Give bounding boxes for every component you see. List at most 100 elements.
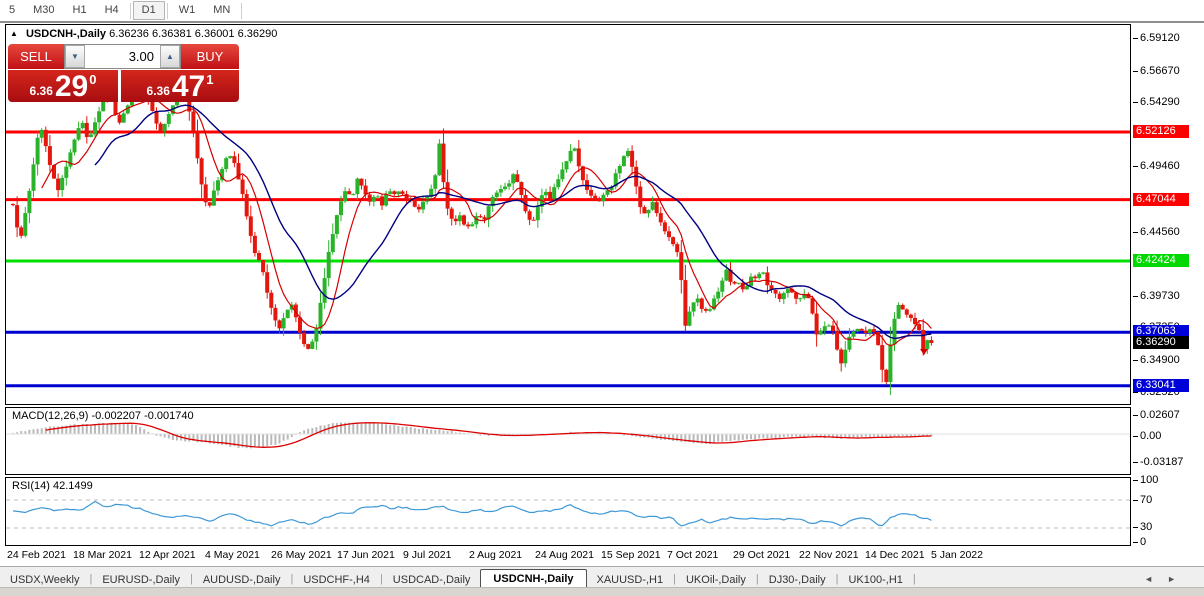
tab-separator: | [189, 573, 193, 585]
date-tick: 7 Oct 2021 [667, 549, 719, 561]
timeframe-H1[interactable]: H1 [72, 4, 87, 16]
ohlc-open: 6.36236 [109, 28, 149, 40]
macd-pane[interactable]: MACD(12,26,9) -0.002207 -0.001740 [5, 407, 1131, 475]
price-badge-6.42424: 6.42424 [1133, 254, 1189, 268]
sell-arrow-marker [920, 349, 928, 355]
indicator-axis-tick: 0 [1132, 536, 1147, 548]
indicator-axis-tick: 70 [1132, 494, 1153, 506]
buy-price-prefix: 6.36 [146, 84, 170, 98]
date-tick: 14 Dec 2021 [865, 549, 925, 561]
date-tick: 9 Jul 2021 [403, 549, 452, 561]
indicator-axis-tick: 30 [1132, 521, 1153, 533]
timeframe-W1[interactable]: W1 [178, 4, 196, 16]
price-badge-6.36290: 6.36290 [1133, 335, 1189, 349]
tab-separator: | [673, 573, 676, 585]
indicator-axis-tick: 100 [1132, 474, 1159, 486]
buy-price-big: 47 [171, 70, 206, 103]
date-tick: 2 Aug 2021 [469, 549, 523, 561]
price-tick: 6.49460 [1133, 160, 1180, 173]
date-tick: 15 Sep 2021 [601, 549, 661, 561]
price-badge-6.33041: 6.33041 [1133, 378, 1189, 392]
rsi-label: RSI(14) 42.1499 [12, 480, 93, 492]
chart-tab-ukoil-daily[interactable]: UKOil-,Daily [685, 574, 746, 586]
tab-separator: | [912, 573, 916, 585]
buy-button[interactable]: BUY [181, 44, 239, 69]
chart-tab-bar: USDX,Weekly | EURUSD-,Daily | AUDUSD-,Daily |… [0, 566, 1204, 588]
ma-slow-line [94, 104, 932, 340]
price-tick: 6.34900 [1133, 354, 1180, 367]
date-tick: 12 Apr 2021 [139, 549, 196, 561]
chart-title: ▲ USDCNH-,Daily 6.36236 6.36381 6.36001 … [10, 28, 277, 40]
chart-tab-dj30-daily[interactable]: DJ30-,Daily [768, 574, 826, 586]
indicator-axis-tick: 0.00 [1132, 430, 1162, 442]
chart-tab-xauusd-h1[interactable]: XAUUSD-,H1 [596, 574, 664, 586]
ma-fast-line [41, 97, 932, 347]
tab-scroll-left-icon[interactable]: ◄ [1144, 574, 1154, 584]
date-tick: 26 May 2021 [271, 549, 332, 561]
indicator-axis-tick: 0.02607 [1133, 409, 1180, 421]
price-tick: 6.44560 [1133, 225, 1180, 238]
tab-separator: | [379, 573, 383, 585]
volume-stepper: ▼ ▲ [64, 44, 181, 69]
rsi-value: 42.1499 [52, 480, 93, 492]
macd-signal-line [45, 422, 932, 448]
macd-label: MACD(12,26,9) -0.002207 -0.001740 [12, 410, 194, 422]
price-chart-canvas [6, 82, 1130, 396]
timeframe-toolbar: 5 M30 H1 H4 D1 W1 MN [0, 0, 1204, 23]
date-tick: 22 Nov 2021 [799, 549, 859, 561]
tab-separator: | [755, 573, 759, 585]
price-tick: 6.56670 [1133, 64, 1180, 77]
sell-price-big: 29 [54, 70, 89, 103]
macd-value-1: -0.002207 [91, 410, 142, 422]
date-tick: 18 Mar 2021 [73, 549, 132, 561]
collapse-panel-icon[interactable]: ▲ [10, 29, 18, 38]
volume-increase-button[interactable]: ▲ [160, 45, 180, 68]
chart-tab-audusd-daily[interactable]: AUDUSD-,Daily [202, 574, 281, 586]
volume-input[interactable] [85, 45, 160, 68]
chart-tab-eurusd-daily[interactable]: EURUSD-,Daily [102, 574, 180, 586]
indicator-axis-tick: -0.03187 [1132, 456, 1184, 468]
chart-tab-usdcad-daily[interactable]: USDCAD-,Daily [392, 574, 471, 586]
ohlc-high: 6.36381 [151, 28, 192, 40]
timeframe-H4[interactable]: H4 [104, 4, 119, 16]
buy-price-display[interactable]: 6.36 47 1 [121, 70, 239, 102]
chart-tab-usdcnh-daily[interactable]: USDCNH-,Daily [480, 569, 587, 588]
chart-tab-uk100-h1[interactable]: UK100-,H1 [848, 574, 903, 586]
buy-price-sup: 1 [206, 72, 214, 87]
tab-separator: | [290, 573, 294, 585]
date-tick: 29 Oct 2021 [733, 549, 791, 561]
price-badge-6.47044: 6.47044 [1133, 192, 1189, 206]
date-tick: 5 Jan 2022 [931, 549, 983, 561]
ohlc-low: 6.36001 [194, 28, 235, 40]
price-tick: 6.39730 [1133, 289, 1180, 302]
macd-value-2: -0.001740 [144, 410, 194, 422]
timeframe-MN[interactable]: MN [213, 4, 231, 16]
volume-decrease-button[interactable]: ▼ [65, 45, 85, 68]
rsi-canvas [6, 499, 1130, 529]
status-strip [0, 587, 1204, 596]
rsi-pane[interactable]: RSI(14) 42.1499 [5, 477, 1131, 546]
main-price-pane[interactable] [5, 24, 1131, 405]
date-tick: 17 Jun 2021 [337, 549, 395, 561]
macd-canvas [6, 422, 1130, 449]
date-axis: 24 Feb 2021 18 Mar 2021 12 Apr 2021 4 May 2… [5, 546, 1132, 564]
sell-price-display[interactable]: 6.36 29 0 [8, 70, 118, 102]
price-axis: 6.591206.566706.542906.518406.494606.470… [1132, 24, 1204, 548]
tab-scroll-right-icon[interactable]: ► [1167, 574, 1176, 584]
chart-tab-usdx-weekly[interactable]: USDX,Weekly [10, 574, 80, 586]
chart-tab-usdchf-h4[interactable]: USDCHF-,H4 [303, 574, 370, 586]
tab-separator: | [89, 573, 93, 585]
tab-separator: | [835, 573, 839, 585]
price-badge-6.37063: 6.37063 [1133, 325, 1189, 339]
sell-button[interactable]: SELL [8, 44, 64, 69]
rsi-line [12, 500, 932, 527]
timeframe-D1[interactable]: D1 [132, 1, 165, 20]
price-tick: 6.54290 [1133, 96, 1180, 109]
chart-symbol: USDCNH-,Daily [25, 28, 107, 40]
date-tick: 24 Aug 2021 [535, 549, 594, 561]
timeframe-5[interactable]: 5 [9, 4, 16, 16]
date-tick: 24 Feb 2021 [7, 549, 66, 561]
ohlc-close: 6.36290 [237, 28, 278, 40]
timeframe-M30[interactable]: M30 [33, 4, 55, 16]
